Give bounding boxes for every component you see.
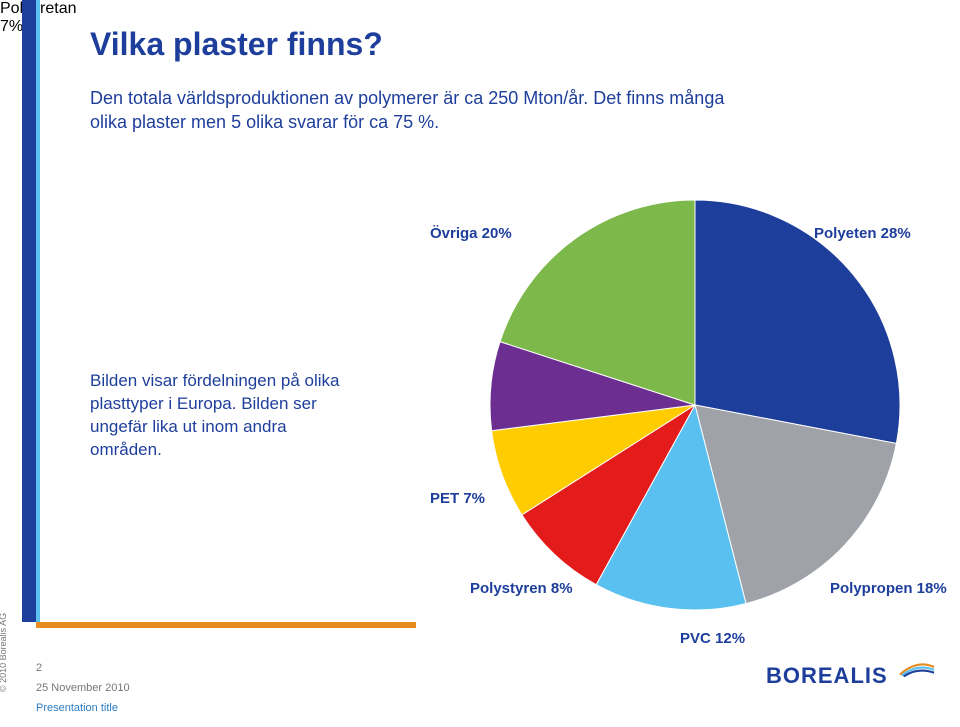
label-pvc: PVC 12% — [680, 630, 745, 647]
slide: Vilka plaster finns? Den totala världspr… — [0, 0, 960, 727]
left-bar-cyan — [36, 0, 40, 622]
logo-swoosh-icon — [898, 657, 936, 677]
pie-chart — [490, 200, 900, 610]
label-ovriga: Övriga 20% — [430, 225, 512, 242]
label-polypropen: Polypropen 18% — [830, 580, 947, 597]
left-bar-blue — [22, 0, 36, 622]
slide-title: Vilka plaster finns? — [90, 26, 383, 63]
body-paragraph: Bilden visar fördelningen på olika plast… — [90, 370, 360, 462]
label-polystyren: Polystyren 8% — [470, 580, 573, 597]
label-polyuretan-line2: 7% — [0, 18, 23, 35]
label-pet: PET 7% — [430, 490, 485, 507]
copyright-text: © 2010 Borealis AG — [0, 613, 8, 692]
footer-presentation-title: Presentation title — [36, 702, 118, 714]
footer-date: 25 November 2010 — [36, 682, 130, 694]
page-number: 2 — [36, 662, 42, 674]
label-polyeten: Polyeten 28% — [814, 225, 911, 242]
borealis-logo: BOREALIS — [766, 663, 936, 709]
slide-subtitle: Den totala världsproduktionen av polymer… — [90, 86, 750, 135]
pie-svg — [490, 200, 900, 610]
orange-accent-bar — [36, 622, 416, 628]
